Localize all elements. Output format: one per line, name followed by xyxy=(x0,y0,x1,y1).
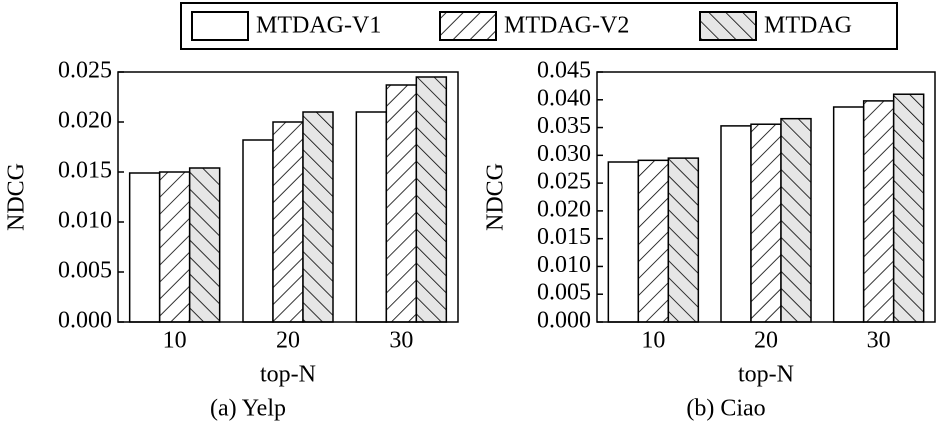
y-tick-label: 0.010 xyxy=(537,252,591,278)
x-tick-label: 10 xyxy=(641,328,665,354)
y-tick-label: 0.000 xyxy=(58,308,112,334)
y-tick-label: 0.000 xyxy=(537,308,591,334)
bar xyxy=(129,173,160,322)
y-axis-label: NDCG xyxy=(483,163,509,231)
bar-hatch xyxy=(416,77,447,322)
bar-hatch xyxy=(638,160,669,322)
bar xyxy=(608,162,639,322)
x-tick-label: 20 xyxy=(754,328,778,354)
y-tick-label: 0.035 xyxy=(537,113,591,139)
x-axis-label: top-N xyxy=(738,362,794,388)
y-tick-label: 0.025 xyxy=(537,169,591,195)
plot-frame xyxy=(596,71,936,323)
y-axis-label: NDCG xyxy=(4,163,30,231)
y-tick-label: 0.005 xyxy=(58,258,112,284)
y-tick-label: 0.015 xyxy=(58,158,112,184)
legend-label: MTDAG-V1 xyxy=(256,13,381,39)
bar-hatch xyxy=(273,122,303,322)
x-axis-label: top-N xyxy=(260,362,316,388)
y-tick-label: 0.040 xyxy=(537,85,591,111)
bar xyxy=(243,140,273,322)
legend-swatch xyxy=(192,12,248,40)
legend-label: MTDAG-V2 xyxy=(504,13,629,39)
bar-hatch xyxy=(189,168,220,322)
bar xyxy=(833,107,864,322)
y-tick-label: 0.015 xyxy=(537,224,591,250)
bar-hatch xyxy=(863,100,894,322)
y-tick-label: 0.030 xyxy=(537,141,591,167)
legend-swatch-hatch xyxy=(700,12,756,40)
y-tick-label: 0.020 xyxy=(537,196,591,222)
bar-hatch xyxy=(781,118,811,323)
caption: (b) Ciao xyxy=(686,396,765,422)
y-tick-label: 0.020 xyxy=(58,108,112,134)
bar xyxy=(356,112,387,322)
plot-frame xyxy=(117,71,459,323)
legend-swatch-hatch xyxy=(440,12,496,40)
bar-hatch xyxy=(386,85,417,322)
bar-hatch xyxy=(303,112,333,322)
legend-label: MTDAG xyxy=(764,13,852,39)
legend-swatch-outline xyxy=(699,11,757,41)
legend-box xyxy=(180,2,898,50)
x-tick-label: 20 xyxy=(276,328,300,354)
y-tick-label: 0.010 xyxy=(58,208,112,234)
y-tick-label: 0.025 xyxy=(58,58,112,84)
caption: (a) Yelp xyxy=(210,396,286,422)
legend-swatch-outline xyxy=(439,11,497,41)
x-tick-label: 30 xyxy=(867,328,891,354)
bar-hatch xyxy=(751,124,781,322)
bar xyxy=(721,125,751,322)
bar-hatch xyxy=(159,172,190,322)
bar-hatch xyxy=(668,158,699,322)
y-tick-label: 0.045 xyxy=(537,58,591,84)
legend-swatch-outline xyxy=(191,11,249,41)
y-tick-label: 0.005 xyxy=(537,280,591,306)
bar-hatch xyxy=(893,94,924,322)
x-tick-label: 30 xyxy=(389,328,413,354)
x-tick-label: 10 xyxy=(163,328,187,354)
